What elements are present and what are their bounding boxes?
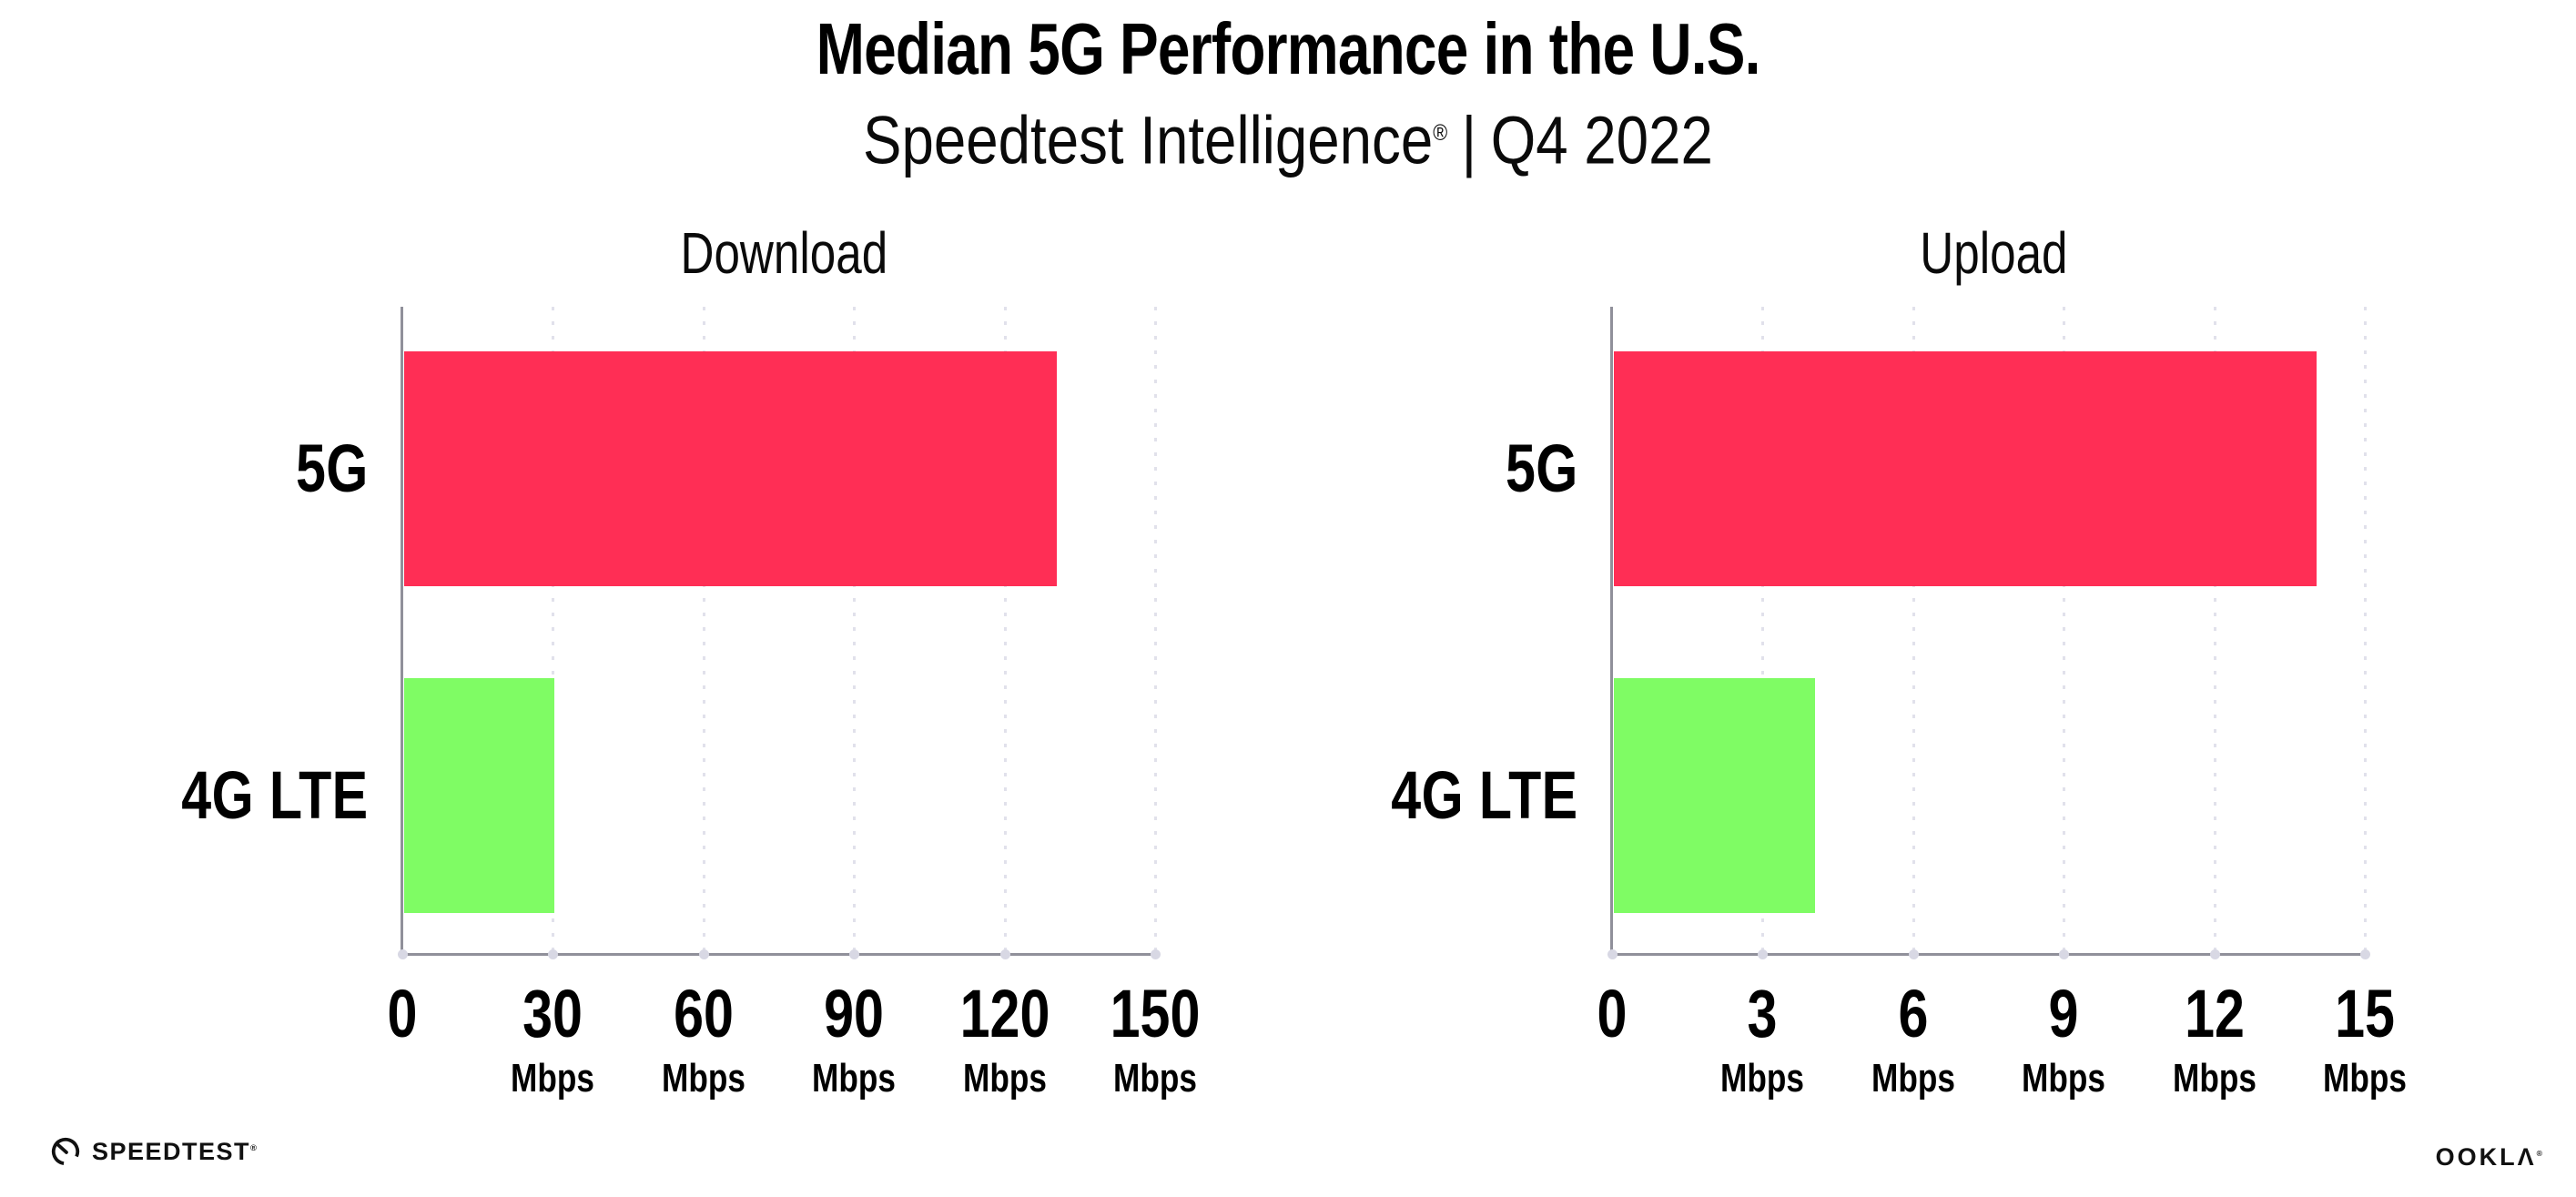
x-tick-value: 60 <box>673 976 734 1051</box>
axis-tick-dot <box>1758 949 1769 959</box>
label-text: 4G LTE <box>1391 757 1578 833</box>
x-tick-value: 6 <box>1898 976 1929 1051</box>
x-tick-value: 3 <box>1747 976 1778 1051</box>
upload-category-label-4g-lte: 4G LTE <box>1344 756 1578 835</box>
gridline <box>853 307 857 953</box>
x-tick-label: 15 Mbps <box>2256 976 2474 1101</box>
x-tick-unit: Mbps <box>1871 1056 1955 1101</box>
x-tick-value: 9 <box>2048 976 2079 1051</box>
axis-tick-dot <box>698 949 709 959</box>
subtitle-period: Q4 2022 <box>1490 102 1713 178</box>
x-tick-value: 0 <box>387 976 418 1051</box>
gridline <box>2213 307 2216 953</box>
upload-chart-title: Upload <box>1612 217 2375 289</box>
gridline <box>2063 307 2066 953</box>
download-category-label-4g-lte: 4G LTE <box>135 756 369 835</box>
upload-bar-5g <box>1614 351 2317 586</box>
download-x-axis-line <box>401 953 1159 956</box>
x-tick-unit: Mbps <box>962 1056 1047 1101</box>
ookla-registered-mark: ® <box>2536 1149 2545 1158</box>
x-tick-label: 150 Mbps <box>1046 976 1264 1101</box>
label-text: 4G LTE <box>181 757 369 833</box>
x-tick-unit: Mbps <box>812 1056 897 1101</box>
axis-tick-dot <box>1607 949 1618 959</box>
label-text: 5G <box>296 431 369 506</box>
x-tick-value: 90 <box>824 976 885 1051</box>
gridline <box>1912 307 1915 953</box>
speedtest-logo: SPEEDTEST® <box>50 1136 259 1167</box>
x-tick-label: 0 <box>1503 976 1721 1052</box>
x-tick-label: 0 <box>293 976 512 1052</box>
gridline <box>1761 307 1765 953</box>
ookla-logo-text: OOKLΛ <box>2435 1143 2537 1171</box>
upload-category-label-5g: 5G <box>1487 430 1578 508</box>
gridline <box>702 307 705 953</box>
registered-mark: ® <box>1433 120 1448 146</box>
x-tick-label: 120 Mbps <box>896 976 1114 1101</box>
upload-x-axis-line <box>1610 953 2368 956</box>
page-subtitle: Speedtest Intelligence® | Q4 2022 <box>0 91 2576 183</box>
download-x-tick-labels: 0 30 Mbps 60 Mbps 90 Mbps 120 Mbps 150 Mbps <box>388 976 1201 1149</box>
download-plot-area <box>398 307 1165 959</box>
speedtest-registered-mark: ® <box>250 1142 259 1153</box>
gridline <box>552 307 555 953</box>
download-bar-4g-lte <box>404 678 555 913</box>
upload-y-axis-line <box>1610 307 1613 956</box>
subtitle-brand: Speedtest Intelligence <box>863 102 1434 178</box>
speedtest-logo-text: SPEEDTEST <box>92 1137 251 1165</box>
x-tick-unit: Mbps <box>661 1056 745 1101</box>
x-tick-label: 6 Mbps <box>1804 976 2023 1101</box>
x-tick-label: 90 Mbps <box>745 976 963 1101</box>
page-subtitle-text: Speedtest Intelligence® | Q4 2022 <box>863 91 1713 183</box>
x-tick-label: 30 Mbps <box>443 976 662 1101</box>
speedtest-logo-wordmark: SPEEDTEST® <box>92 1138 259 1166</box>
x-tick-value: 12 <box>2184 976 2245 1051</box>
download-category-label-5g: 5G <box>278 430 369 508</box>
page-title-text: Median 5G Performance in the U.S. <box>816 8 1761 89</box>
gridline <box>2364 307 2367 953</box>
gridline <box>1003 307 1007 953</box>
download-y-axis-line <box>401 307 403 956</box>
x-tick-value: 150 <box>1110 976 1201 1051</box>
axis-tick-dot <box>999 949 1010 959</box>
axis-tick-dot <box>2059 949 2070 959</box>
download-chart-title-text: Download <box>680 220 887 286</box>
axis-tick-dot <box>2209 949 2220 959</box>
label-text: 5G <box>1506 431 1578 506</box>
axis-tick-dot <box>548 949 559 959</box>
download-chart-title: Download <box>402 217 1165 289</box>
x-tick-label: 9 Mbps <box>1954 976 2173 1101</box>
download-bar-5g <box>404 351 1057 586</box>
axis-tick-dot <box>1151 949 1161 959</box>
axis-tick-dot <box>398 949 408 959</box>
ookla-logo: OOKLΛ® <box>2436 1143 2545 1172</box>
subtitle-separator: | <box>1461 102 1477 178</box>
x-tick-value: 15 <box>2335 976 2395 1051</box>
x-tick-unit: Mbps <box>1113 1056 1197 1101</box>
axis-tick-dot <box>2360 949 2370 959</box>
x-tick-unit: Mbps <box>1720 1056 1805 1101</box>
x-tick-label: 60 Mbps <box>594 976 813 1101</box>
speedtest-gauge-icon <box>51 1137 80 1166</box>
x-tick-unit: Mbps <box>2022 1056 2106 1101</box>
upload-plot-area <box>1607 307 2375 959</box>
x-tick-value: 30 <box>522 976 583 1051</box>
upload-x-tick-labels: 0 3 Mbps 6 Mbps 9 Mbps 12 Mbps 15 Mbps <box>1597 976 2407 1149</box>
x-tick-value: 120 <box>959 976 1050 1051</box>
gridline <box>1154 307 1157 953</box>
x-tick-unit: Mbps <box>2172 1056 2257 1101</box>
axis-tick-dot <box>849 949 860 959</box>
upload-bar-4g-lte <box>1614 678 1815 913</box>
upload-chart-title-text: Upload <box>1919 220 2068 286</box>
x-tick-value: 0 <box>1597 976 1628 1051</box>
page-title: Median 5G Performance in the U.S. <box>0 5 2576 93</box>
x-tick-label: 12 Mbps <box>2105 976 2324 1101</box>
x-tick-unit: Mbps <box>2323 1056 2407 1101</box>
axis-tick-dot <box>1908 949 1919 959</box>
x-tick-unit: Mbps <box>511 1056 595 1101</box>
x-tick-label: 3 Mbps <box>1653 976 1871 1101</box>
